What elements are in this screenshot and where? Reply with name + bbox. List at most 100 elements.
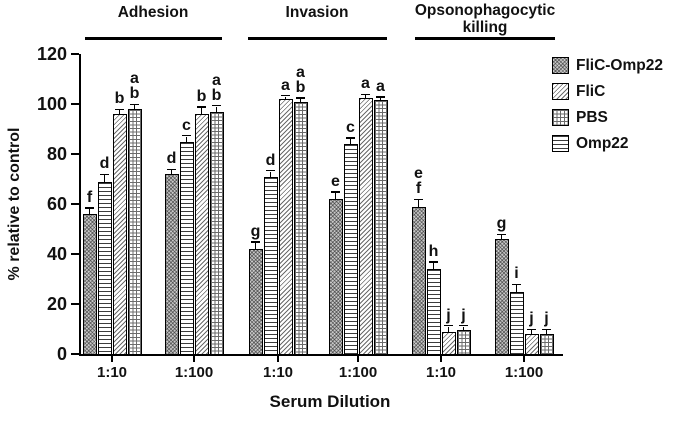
bar-FliC-1:10 bbox=[441, 331, 456, 355]
error-bar bbox=[364, 95, 367, 98]
error-bar-cap bbox=[100, 173, 109, 176]
error-bar bbox=[133, 105, 136, 109]
y-axis-title: % relative to control bbox=[6, 127, 23, 281]
bar-PBS-1:100 bbox=[539, 334, 554, 355]
sig-letters: c bbox=[340, 119, 362, 136]
y-tick-label: 20 bbox=[46, 294, 67, 314]
bar-Omp22-1:100 bbox=[179, 141, 194, 355]
sig-letters: j bbox=[453, 307, 475, 323]
sig-letters: d bbox=[260, 152, 282, 168]
sig-letters: a bbox=[370, 77, 392, 95]
error-bar-cap bbox=[361, 93, 370, 96]
sig-letter: j bbox=[529, 310, 534, 328]
bar-FliC-Omp22-1:10 bbox=[411, 206, 426, 355]
error-bar bbox=[200, 107, 203, 114]
bar-Omp22-1:100 bbox=[343, 144, 358, 355]
x-tick-mark bbox=[193, 356, 195, 362]
y-tick-mark bbox=[71, 153, 79, 155]
sig-letters: b bbox=[191, 88, 213, 104]
x-axis-line bbox=[79, 354, 563, 357]
x-tick-label: 1:10 bbox=[96, 364, 128, 381]
section-header-line: killing bbox=[462, 19, 508, 36]
error-bar bbox=[530, 330, 533, 334]
error-bar-cap bbox=[115, 108, 124, 111]
bar-Omp22-1:10 bbox=[263, 176, 278, 355]
error-bar-cap bbox=[444, 324, 453, 327]
error-bar bbox=[185, 136, 188, 142]
error-bar bbox=[447, 326, 450, 332]
sig-letter: a bbox=[376, 77, 385, 95]
legend-label: Omp22 bbox=[576, 134, 629, 152]
sig-letter: a bbox=[281, 76, 290, 94]
bar-PBS-1:100 bbox=[373, 100, 388, 355]
error-bar bbox=[545, 330, 548, 334]
section-header: Opsonophagocytic killing bbox=[375, 2, 595, 36]
sig-letter: a bbox=[296, 64, 305, 81]
legend-swatch bbox=[552, 83, 569, 100]
sig-letter: c bbox=[182, 116, 191, 134]
section-underline bbox=[415, 37, 555, 40]
sig-letters: c bbox=[176, 116, 198, 134]
bar-Omp22-1:10 bbox=[426, 269, 441, 355]
sig-letters: g bbox=[491, 216, 513, 232]
sig-letter: a bbox=[212, 71, 221, 89]
sig-letter: e bbox=[331, 172, 340, 190]
error-bar-cap bbox=[512, 283, 521, 286]
error-bar-cap bbox=[167, 168, 176, 171]
y-tick-label: 100 bbox=[36, 94, 67, 114]
bar-FliC-1:10 bbox=[112, 114, 127, 355]
sig-letters: b bbox=[109, 90, 131, 108]
sig-letter: c bbox=[346, 119, 355, 136]
sig-letter: b bbox=[114, 90, 125, 108]
error-bar bbox=[515, 285, 518, 292]
x-tick-mark bbox=[357, 356, 359, 362]
error-bar-cap bbox=[459, 324, 468, 327]
error-bar-cap bbox=[376, 96, 385, 98]
sig-letter: b bbox=[211, 86, 222, 104]
error-bar bbox=[254, 242, 257, 249]
x-tick-label: 1:100 bbox=[174, 364, 214, 381]
sig-letter: f bbox=[86, 189, 93, 206]
sig-letters: a bbox=[275, 76, 297, 94]
error-bar-cap bbox=[251, 241, 260, 243]
error-bar bbox=[417, 200, 420, 207]
error-bar bbox=[462, 326, 465, 331]
sig-letter: b bbox=[295, 79, 306, 96]
x-tick-label: 1:10 bbox=[425, 364, 457, 381]
error-bar bbox=[379, 97, 382, 101]
bar-FliC-Omp22-1:100 bbox=[328, 199, 343, 355]
x-tick-mark bbox=[523, 356, 525, 362]
error-bar bbox=[334, 192, 337, 199]
sig-letters: a bbox=[355, 76, 377, 92]
bar-FliC-1:100 bbox=[194, 114, 209, 355]
error-bar bbox=[88, 209, 91, 214]
error-bar-cap bbox=[527, 328, 536, 331]
error-bar-cap bbox=[266, 169, 275, 172]
x-axis-title: Serum Dilution bbox=[269, 392, 391, 411]
error-bar-cap bbox=[429, 261, 438, 263]
legend-item-Omp22: Omp22 bbox=[552, 135, 629, 152]
sig-letter: d bbox=[99, 155, 110, 173]
y-tick-label: 80 bbox=[46, 144, 67, 164]
bar-FliC-Omp22-1:10 bbox=[82, 214, 97, 355]
error-bar-cap bbox=[197, 106, 206, 108]
sig-letters: d bbox=[161, 151, 183, 167]
section-header-line: Opsonophagocytic bbox=[414, 2, 556, 19]
sig-letters: d bbox=[94, 155, 116, 173]
sig-letter: a bbox=[130, 70, 139, 88]
sig-letters: j bbox=[438, 306, 460, 324]
legend-label: PBS bbox=[576, 108, 608, 126]
legend-item-FliC: FliC bbox=[552, 83, 605, 100]
error-bar-cap bbox=[497, 233, 506, 236]
y-tick-label: 60 bbox=[46, 194, 67, 214]
sig-letters: g bbox=[245, 222, 267, 240]
error-bar bbox=[118, 110, 121, 114]
error-bar-cap bbox=[296, 97, 305, 99]
sig-letter: h bbox=[428, 242, 439, 260]
sig-letter: j bbox=[446, 306, 451, 324]
sig-letter: g bbox=[250, 222, 261, 240]
section-header-line: Adhesion bbox=[117, 4, 189, 21]
